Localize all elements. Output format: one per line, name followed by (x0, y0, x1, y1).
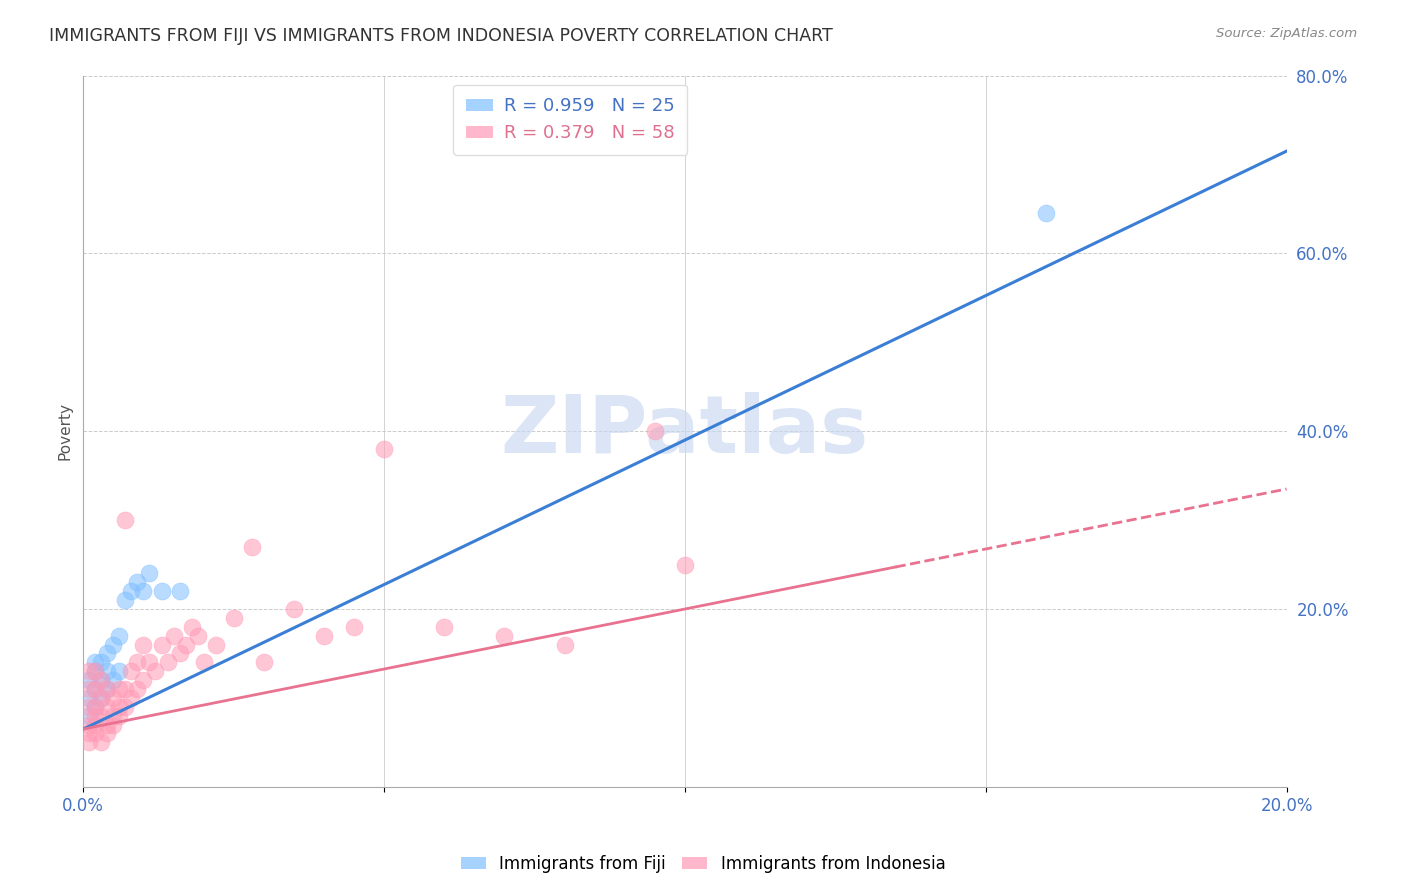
Point (114, 513, 136, 527)
Point (373, 442, 395, 456)
Point (554, 638, 576, 652)
Point (127, 656, 149, 670)
Point (120, 584, 142, 599)
Point (150, 638, 173, 652)
Point (138, 566, 160, 581)
Point (96, 699, 118, 714)
Point (96, 681, 118, 696)
Point (283, 602, 305, 616)
Point (79, 708, 101, 723)
Point (103, 690, 125, 705)
Point (644, 424, 666, 438)
Point (114, 681, 136, 696)
Point (84, 726, 107, 740)
Point (132, 584, 155, 599)
Point (108, 681, 131, 696)
Point (96, 717, 118, 731)
Text: IMMIGRANTS FROM FIJI VS IMMIGRANTS FROM INDONESIA POVERTY CORRELATION CHART: IMMIGRANTS FROM FIJI VS IMMIGRANTS FROM … (49, 27, 832, 45)
Point (84, 681, 107, 696)
Point (673, 558, 696, 572)
Point (108, 708, 131, 723)
Legend: Immigrants from Fiji, Immigrants from Indonesia: Immigrants from Fiji, Immigrants from In… (454, 848, 952, 880)
Point (433, 620, 456, 634)
Point (162, 629, 184, 643)
Point (96, 726, 118, 740)
Point (103, 717, 125, 731)
Point (90, 673, 112, 687)
Point (90, 690, 112, 705)
Point (156, 656, 179, 670)
Point (90, 735, 112, 749)
Point (180, 620, 202, 634)
Point (79, 726, 101, 740)
Point (145, 665, 167, 679)
Point (240, 540, 263, 554)
Point (96, 647, 118, 661)
Point (90, 690, 112, 705)
Point (187, 629, 209, 643)
Point (96, 681, 118, 696)
Point (84, 665, 107, 679)
Point (193, 656, 215, 670)
Point (90, 656, 112, 670)
Point (120, 665, 142, 679)
Point (343, 620, 366, 634)
Point (79, 699, 101, 714)
Point (103, 708, 125, 723)
Y-axis label: Poverty: Poverty (58, 402, 72, 460)
Point (204, 638, 226, 652)
Point (90, 708, 112, 723)
Point (79, 735, 101, 749)
Legend: R = 0.959   N = 25, R = 0.379   N = 58: R = 0.959 N = 25, R = 0.379 N = 58 (453, 85, 688, 155)
Point (127, 575, 149, 590)
Point (103, 638, 125, 652)
Point (79, 717, 101, 731)
Point (84, 717, 107, 731)
Point (114, 593, 136, 607)
Point (84, 699, 107, 714)
Point (253, 656, 276, 670)
Point (127, 681, 149, 696)
Point (108, 665, 131, 679)
Point (132, 638, 155, 652)
Point (108, 699, 131, 714)
Point (120, 690, 142, 705)
Point (1035, 206, 1057, 220)
Point (79, 673, 101, 687)
Point (494, 629, 516, 643)
Point (103, 673, 125, 687)
Point (84, 699, 107, 714)
Point (150, 584, 173, 599)
Point (79, 690, 101, 705)
Point (79, 681, 101, 696)
Point (84, 665, 107, 679)
Text: Source: ZipAtlas.com: Source: ZipAtlas.com (1216, 27, 1357, 40)
Point (96, 665, 118, 679)
Point (84, 708, 107, 723)
Text: ZIPatlas: ZIPatlas (501, 392, 869, 470)
Point (90, 673, 112, 687)
Point (312, 629, 335, 643)
Point (174, 638, 197, 652)
Point (169, 584, 191, 599)
Point (132, 673, 155, 687)
Point (169, 647, 191, 661)
Point (79, 665, 101, 679)
Point (84, 656, 107, 670)
Point (84, 681, 107, 696)
Point (222, 611, 245, 625)
Point (114, 699, 136, 714)
Point (108, 629, 131, 643)
Point (138, 656, 160, 670)
